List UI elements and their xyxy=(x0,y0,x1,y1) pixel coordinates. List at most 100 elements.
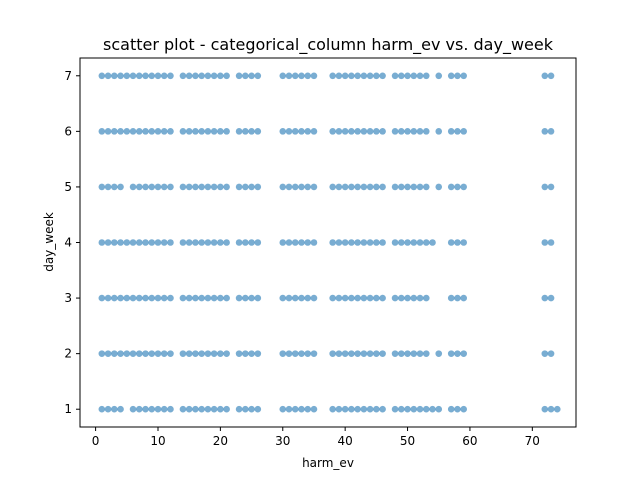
y-tick-label: 5 xyxy=(64,180,72,194)
scatter-point xyxy=(410,183,418,191)
scatter-point xyxy=(135,294,143,302)
scatter-point xyxy=(242,405,249,413)
scatter-point xyxy=(217,350,224,357)
scatter-point xyxy=(373,72,380,80)
scatter-point xyxy=(391,183,399,191)
y-axis-ticks: 1 2 3 4 5 6 7 xyxy=(64,69,80,416)
scatter-point xyxy=(404,294,411,302)
scatter-point xyxy=(204,294,212,302)
scatter-point xyxy=(235,128,243,135)
scatter-point xyxy=(248,350,255,357)
scatter-point xyxy=(335,128,343,135)
scatter-point xyxy=(167,405,174,413)
scatter-point xyxy=(198,294,205,302)
scatter-point xyxy=(167,72,174,80)
scatter-point xyxy=(148,294,156,302)
scatter-point xyxy=(223,294,230,302)
scatter-point xyxy=(460,183,467,191)
scatter-point xyxy=(235,294,243,302)
scatter-point xyxy=(154,183,162,191)
scatter-point xyxy=(179,405,187,413)
scatter-point xyxy=(160,239,168,246)
scatter-point xyxy=(547,239,555,246)
chart-title: scatter plot - categorical_column harm_e… xyxy=(103,35,554,55)
scatter-point xyxy=(335,183,343,191)
scatter-point xyxy=(360,72,368,80)
scatter-point xyxy=(135,183,143,191)
scatter-point xyxy=(391,405,399,413)
scatter-point xyxy=(217,128,224,135)
scatter-point xyxy=(235,183,243,191)
scatter-point xyxy=(154,294,162,302)
scatter-point xyxy=(154,350,162,357)
scatter-point xyxy=(279,350,287,357)
scatter-point xyxy=(129,183,137,191)
scatter-point xyxy=(148,128,156,135)
scatter-point xyxy=(148,72,156,80)
scatter-point xyxy=(160,294,168,302)
scatter-point xyxy=(460,350,467,357)
scatter-point xyxy=(335,405,343,413)
scatter-point xyxy=(248,72,255,80)
scatter-point xyxy=(210,239,218,246)
scatter-point xyxy=(298,405,305,413)
scatter-point xyxy=(298,239,305,246)
scatter-point xyxy=(210,128,218,135)
scatter-point xyxy=(117,294,124,302)
scatter-point xyxy=(223,405,230,413)
scatter-point xyxy=(248,405,255,413)
scatter-point xyxy=(291,294,299,302)
scatter-point xyxy=(335,72,343,80)
scatter-point xyxy=(179,294,187,302)
scatter-point xyxy=(123,128,131,135)
scatter-point xyxy=(366,72,374,80)
scatter-point xyxy=(447,350,455,357)
scatter-point xyxy=(541,405,549,413)
y-tick-label: 2 xyxy=(64,347,72,361)
scatter-point xyxy=(111,350,118,357)
scatter-point xyxy=(460,128,467,135)
scatter-point xyxy=(167,183,174,191)
scatter-point xyxy=(185,239,193,246)
x-tick-label: 40 xyxy=(338,434,353,448)
scatter-point xyxy=(460,294,467,302)
scatter-point xyxy=(422,239,430,246)
scatter-point xyxy=(329,294,336,302)
scatter-point xyxy=(217,183,224,191)
scatter-point xyxy=(217,72,224,80)
scatter-point xyxy=(379,239,386,246)
scatter-point xyxy=(117,183,124,191)
scatter-point xyxy=(454,239,461,246)
scatter-point xyxy=(354,350,361,357)
scatter-point xyxy=(422,128,430,135)
scatter-point xyxy=(435,128,443,135)
scatter-point xyxy=(111,128,118,135)
scatter-point xyxy=(179,239,187,246)
scatter-point xyxy=(422,72,430,80)
scatter-point xyxy=(435,183,443,191)
scatter-point xyxy=(410,405,418,413)
scatter-point xyxy=(192,239,199,246)
scatter-point xyxy=(366,294,374,302)
scatter-point xyxy=(98,350,106,357)
scatter-point xyxy=(416,183,424,191)
scatter-points xyxy=(98,72,561,413)
scatter-point xyxy=(217,294,224,302)
scatter-point xyxy=(198,183,205,191)
scatter-point xyxy=(460,239,467,246)
scatter-point xyxy=(379,183,386,191)
scatter-point xyxy=(291,72,299,80)
scatter-point xyxy=(310,128,318,135)
scatter-point xyxy=(111,239,118,246)
scatter-point xyxy=(123,239,131,246)
scatter-point xyxy=(185,350,193,357)
scatter-point xyxy=(117,239,124,246)
scatter-point xyxy=(198,72,205,80)
scatter-point xyxy=(310,72,318,80)
scatter-point xyxy=(329,128,336,135)
scatter-point xyxy=(204,239,212,246)
scatter-point xyxy=(235,239,243,246)
scatter-point xyxy=(279,294,287,302)
scatter-point xyxy=(104,350,112,357)
scatter-point xyxy=(335,350,343,357)
